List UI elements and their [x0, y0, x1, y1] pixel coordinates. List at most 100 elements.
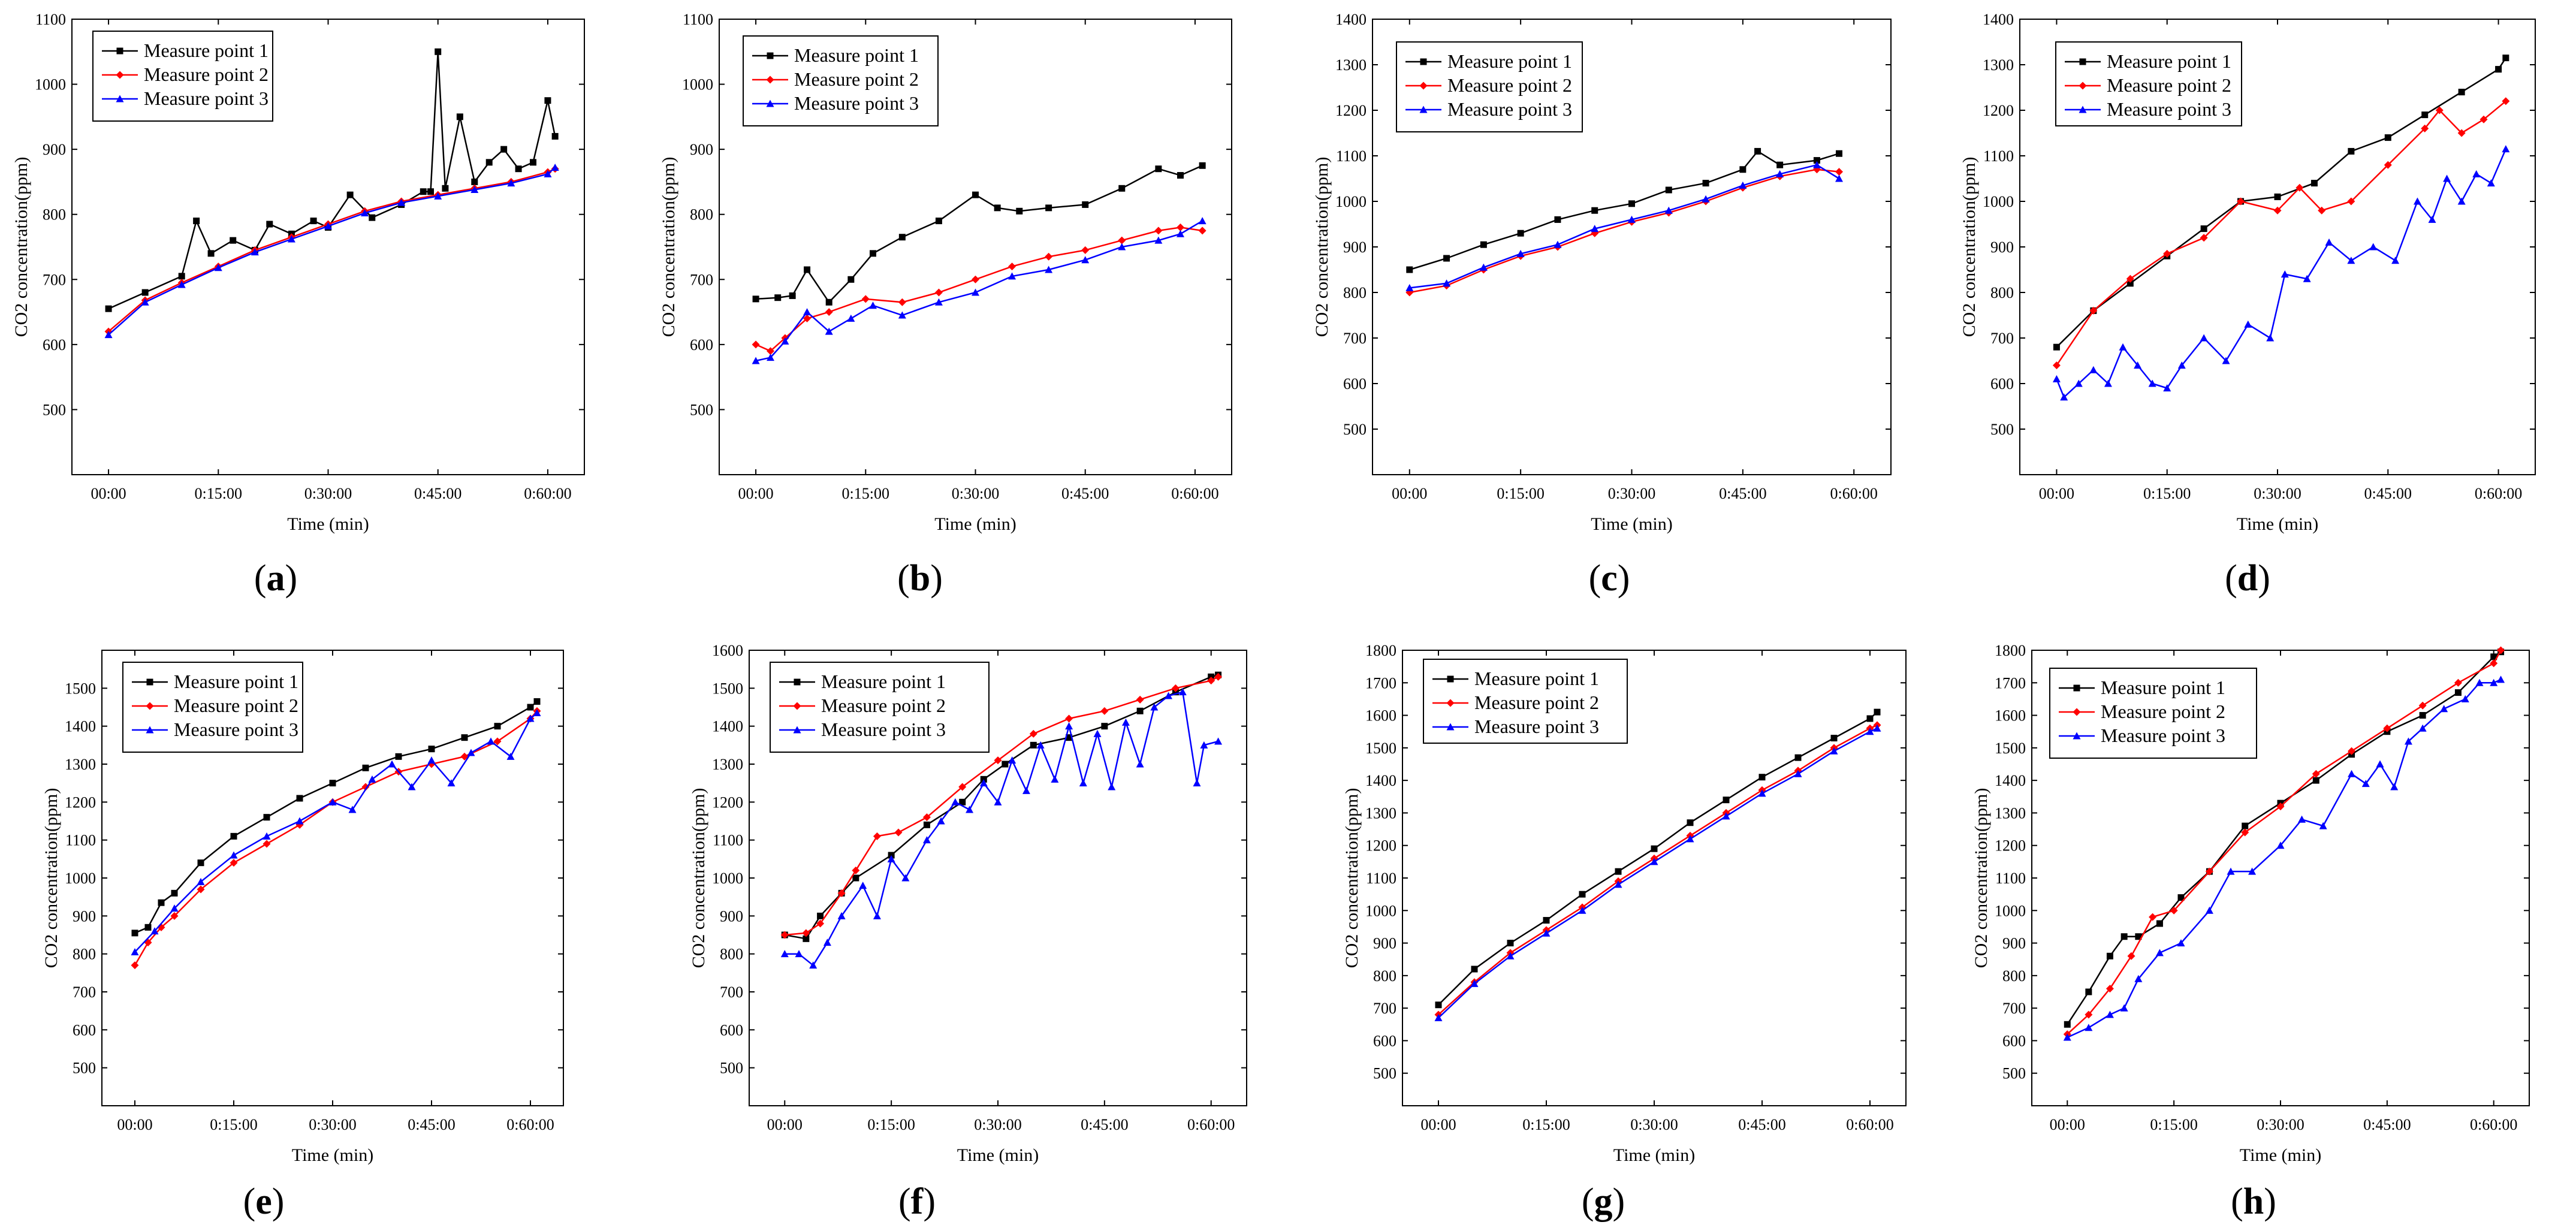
- legend-swatch-marker: [1419, 105, 1428, 113]
- y-tick-label: 500: [43, 401, 66, 418]
- x-axis-title: Time (min): [287, 514, 369, 534]
- data-point: [1214, 672, 1223, 681]
- data-point: [802, 929, 810, 937]
- data-point: [197, 859, 204, 867]
- data-point: [1121, 718, 1130, 726]
- data-point: [2421, 124, 2429, 132]
- series-3: [1405, 161, 1843, 291]
- series-3: [1434, 724, 1881, 1021]
- x-tick-label: 0:45:00: [2364, 485, 2412, 502]
- data-point: [972, 275, 979, 283]
- data-point: [2156, 920, 2163, 927]
- data-point: [141, 289, 149, 296]
- data-point: [2384, 161, 2392, 169]
- y-tick-label: 800: [2002, 967, 2026, 985]
- data-point: [1758, 789, 1766, 797]
- data-point: [295, 817, 304, 825]
- y-tick-label: 1400: [712, 718, 743, 735]
- data-point: [2134, 361, 2142, 369]
- data-point: [887, 855, 895, 862]
- series-2: [1405, 165, 1843, 297]
- data-point: [230, 859, 238, 867]
- series-line: [1438, 724, 1878, 1015]
- data-point: [2319, 822, 2327, 829]
- legend-box: [743, 35, 939, 126]
- legend-swatch-marker: [146, 702, 154, 710]
- legend-label: Measure point 3: [1447, 98, 1572, 120]
- data-point: [266, 221, 273, 228]
- x-axis-title: Time (min): [934, 514, 1016, 534]
- legend-label: Measure point 2: [144, 64, 269, 85]
- legend-label: Measure point 2: [2107, 74, 2231, 96]
- data-point: [1651, 845, 1658, 852]
- legend-swatch-marker: [1447, 675, 1454, 683]
- data-point: [1198, 217, 1206, 225]
- x-tick-label: 0:15:00: [867, 1116, 915, 1133]
- data-point: [1082, 201, 1089, 208]
- data-point: [251, 248, 259, 256]
- data-point: [2276, 802, 2285, 811]
- legend-label: Measure point 2: [2101, 701, 2225, 722]
- y-tick-label: 500: [1990, 421, 2014, 438]
- data-point: [230, 237, 237, 244]
- data-point: [2200, 225, 2207, 233]
- x-tick-label: 0:45:00: [1719, 485, 1766, 502]
- data-point: [1008, 756, 1016, 764]
- series-line: [2067, 650, 2502, 1035]
- y-tick-label: 600: [720, 1021, 743, 1039]
- data-point: [2390, 783, 2399, 790]
- data-point: [752, 340, 760, 349]
- series-line: [2067, 678, 2502, 1039]
- data-point: [1065, 722, 1073, 730]
- data-point: [1199, 162, 1206, 169]
- x-tick-label: 0:30:00: [304, 485, 352, 502]
- data-point: [951, 798, 960, 805]
- data-point: [1702, 180, 1709, 187]
- data-point: [144, 924, 152, 931]
- data-point: [1214, 737, 1223, 745]
- data-point: [526, 714, 535, 722]
- x-tick-label: 0:30:00: [1630, 1116, 1678, 1133]
- legend-label: Measure point 2: [794, 68, 919, 90]
- data-point: [803, 308, 812, 316]
- data-point: [780, 950, 789, 958]
- chart-panel-e: 500 600 700 800 900 1000 1100 1200 1300 1400 1500 0…: [41, 650, 564, 1222]
- data-point: [420, 188, 427, 195]
- data-point: [1664, 206, 1673, 214]
- y-tick-label: 1600: [712, 642, 743, 659]
- series-3: [2052, 145, 2510, 401]
- series-3: [780, 688, 1223, 969]
- y-axis-title: CO2 concentration(ppm): [1971, 788, 1991, 968]
- data-point: [2487, 179, 2495, 187]
- data-point: [1405, 283, 1414, 291]
- y-tick-label: 800: [690, 206, 713, 224]
- data-point: [460, 752, 469, 761]
- data-point: [1178, 688, 1187, 696]
- data-point: [310, 218, 317, 225]
- y-tick-label: 800: [73, 946, 96, 963]
- y-tick-label: 500: [73, 1060, 96, 1077]
- data-point: [2106, 1010, 2114, 1018]
- data-point: [1118, 236, 1126, 245]
- legend-label: Measure point 3: [1474, 716, 1599, 737]
- data-point: [1443, 255, 1450, 262]
- data-point: [2458, 89, 2465, 96]
- data-point: [329, 780, 336, 787]
- data-point: [214, 264, 222, 271]
- data-point: [994, 756, 1002, 765]
- data-point: [861, 295, 870, 303]
- data-point: [263, 840, 271, 848]
- y-tick-label: 600: [690, 336, 713, 354]
- data-point: [1008, 272, 1016, 280]
- data-point: [780, 931, 789, 939]
- y-tick-label: 600: [73, 1021, 96, 1039]
- data-point: [1628, 215, 1636, 223]
- chart-panel-c: 500 600 700 800 900 1000 1100 1200 1300 1400 00:00…: [1312, 11, 1892, 599]
- y-tick-label: 1600: [1995, 707, 2026, 725]
- y-tick-label: 700: [690, 271, 713, 288]
- y-axis-title: CO2 concentration(ppm): [1959, 157, 1979, 337]
- data-point: [2490, 653, 2497, 660]
- y-tick-label: 700: [73, 983, 96, 1001]
- data-point: [2126, 280, 2134, 287]
